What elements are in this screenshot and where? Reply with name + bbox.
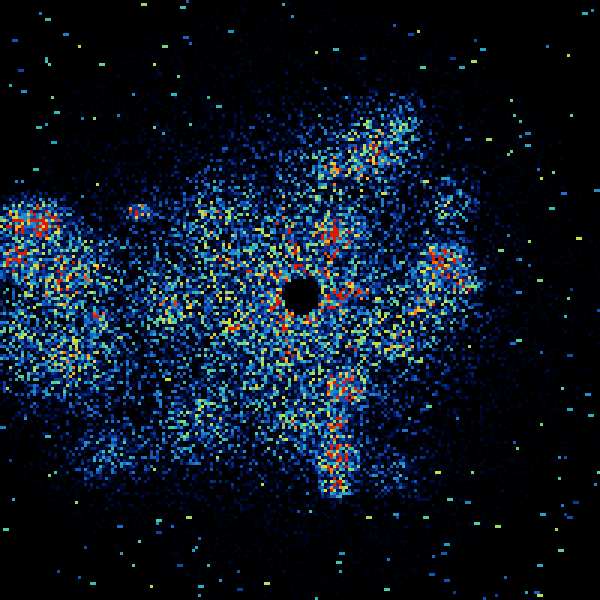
image-viewport	[0, 0, 600, 600]
heatmap-canvas	[0, 0, 600, 600]
